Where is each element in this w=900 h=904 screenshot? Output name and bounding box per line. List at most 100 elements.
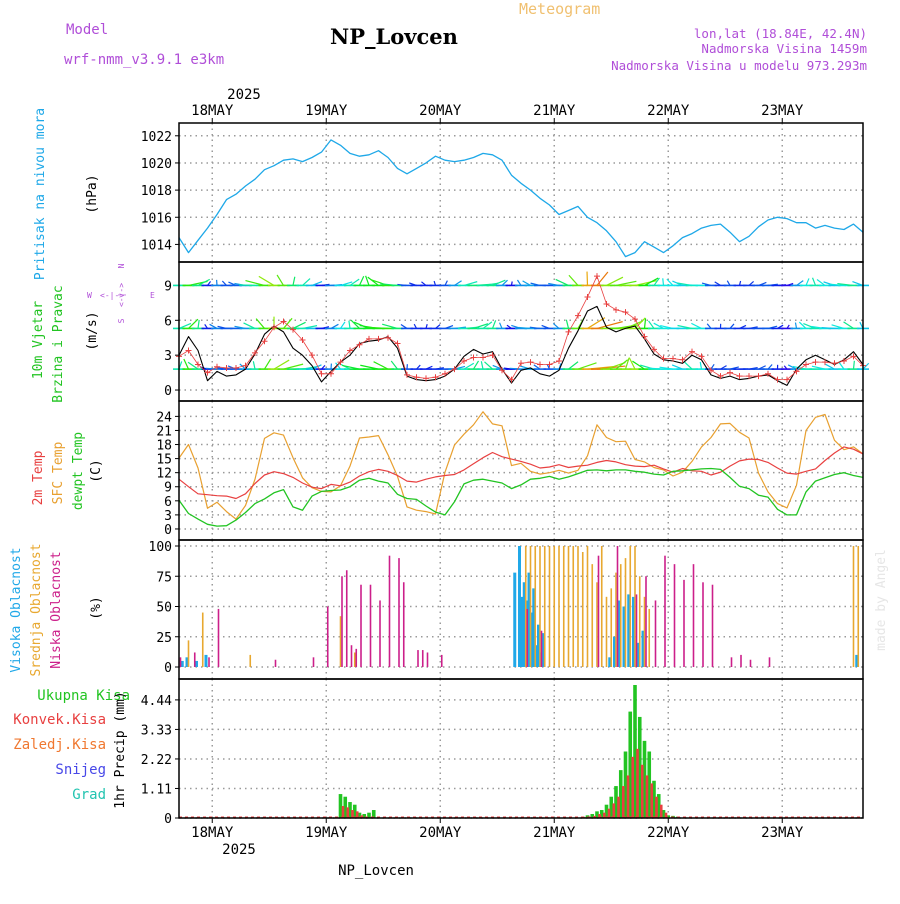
wind-barb — [806, 278, 809, 285]
sfc-temp-line — [179, 412, 863, 519]
wind-barb — [293, 322, 306, 328]
wind-unit: (m/s) — [85, 311, 100, 350]
ytick-label-2: 50 — [156, 601, 172, 616]
wind-barb — [481, 361, 483, 369]
date-label-bottom: 21MAY — [533, 825, 576, 841]
ytick-label-0: 0 — [164, 523, 172, 538]
ytick-label-1: 25 — [156, 631, 172, 646]
wind-barb — [244, 323, 255, 329]
date-label-bottom: 23MAY — [761, 825, 804, 841]
wind-barb — [663, 278, 664, 285]
temperature-frame — [179, 401, 863, 540]
wind-barb — [566, 320, 568, 329]
panels: 1014101610181020102203690369121518212402… — [141, 123, 869, 827]
wind-barb — [293, 277, 295, 286]
lonlat-label: lon,lat (18.84E, 42.4N) — [694, 26, 867, 41]
ytick-label-3: 3.33 — [141, 723, 172, 738]
wind-barb — [597, 272, 608, 285]
date-label-top: 20MAY — [419, 103, 462, 119]
compass-arrow-ns: <-|-> — [117, 283, 126, 307]
wind-barb — [795, 323, 796, 329]
ytick-label-2: 2.22 — [141, 753, 172, 768]
temp-unit: (C) — [89, 459, 104, 482]
product-label: Meteogram — [519, 0, 600, 18]
wind-barb — [500, 323, 502, 329]
high-cloud-title: Visoka Oblacnost — [9, 547, 24, 672]
wind-subtitle: Brzina i Pravac — [51, 285, 66, 402]
ytick-label-2: 6 — [164, 495, 172, 510]
wind-barb — [484, 362, 492, 369]
date-label-bottom: 22MAY — [647, 825, 690, 841]
elevation-label: Nadmorska Visina 1459m — [701, 41, 867, 56]
wind-barb — [474, 361, 479, 369]
date-label-top: 23MAY — [761, 103, 804, 119]
compass-e: E — [150, 291, 155, 300]
mid-cloud-title: Srednja Oblacnost — [29, 543, 44, 676]
date-label-top: 19MAY — [305, 103, 348, 119]
wind-barb — [645, 318, 646, 328]
wind-barb — [184, 359, 189, 369]
precip-conv-bar — [655, 797, 658, 818]
date-labels-top: 18MAY 19MAY 20MAY 21MAY 22MAY 23MAY — [191, 103, 804, 123]
wind-barb — [569, 275, 578, 285]
date-label-top: 22MAY — [647, 103, 690, 119]
wind-barb — [844, 322, 854, 329]
pressure-unit: (hPa) — [85, 174, 100, 213]
pressure-frame — [179, 123, 863, 262]
precip-conv-bar — [608, 809, 611, 818]
precip-conv-bar — [636, 749, 639, 818]
year-bottom: 2025 — [222, 842, 256, 858]
ytick-label-4: 100 — [149, 540, 172, 555]
wind-barb — [277, 275, 283, 286]
ytick-label-4: 1022 — [141, 130, 172, 145]
footer-station: NP_Lovcen — [338, 863, 414, 879]
precip-conv-bar — [627, 775, 630, 818]
compass-s: S — [117, 318, 126, 323]
ytick-label-0: 0 — [164, 384, 172, 399]
wind-barb — [349, 321, 350, 329]
precip-conv-bar — [650, 783, 653, 818]
ytick-label-8: 24 — [156, 410, 172, 425]
legend-frozen-precip: Zaledj.Kisa — [13, 737, 106, 753]
wind-barb — [188, 362, 198, 369]
ytick-label-3: 9 — [164, 279, 172, 294]
ytick-label-1: 3 — [164, 509, 172, 524]
ytick-label-3: 75 — [156, 570, 172, 585]
wind-barb — [569, 362, 579, 369]
low-cloud-title: Niska Oblacnost — [49, 551, 64, 668]
wind-speed-line — [179, 306, 863, 385]
ytick-label-1: 1016 — [141, 211, 172, 226]
precip-conv-bar — [356, 811, 359, 818]
wind-barb — [253, 361, 255, 369]
date-label-top: 21MAY — [533, 103, 576, 119]
compass-w: W — [87, 291, 92, 300]
cloud-panel: 0 25 50 75 100 — [149, 540, 863, 679]
precip-conv-bar — [631, 757, 634, 818]
precip-conv-bar — [622, 786, 625, 818]
compass-n: N — [117, 263, 126, 268]
wind-barb — [799, 322, 806, 328]
wind-barb — [685, 362, 692, 369]
dew-title: dewpt Temp — [71, 432, 86, 510]
cloud-unit: (%) — [89, 596, 104, 619]
ytick-label-0: 0 — [164, 661, 172, 676]
precip-conv-bar — [641, 765, 644, 818]
wind-barb — [700, 362, 701, 369]
ytick-label-7: 21 — [156, 424, 172, 439]
precip-conv-bar — [617, 797, 620, 818]
wind-barb — [556, 279, 569, 285]
wind-barb — [493, 320, 496, 328]
sfc-title: SFC Temp — [51, 442, 66, 505]
precip-conv-bar — [660, 805, 663, 818]
ytick-label-2: 6 — [164, 314, 172, 329]
ytick-label-6: 18 — [156, 439, 172, 454]
wind-barb — [629, 358, 635, 369]
date-label-top: 18MAY — [191, 103, 234, 119]
model-label: Model — [66, 22, 108, 38]
wind-barb — [360, 276, 364, 285]
precip-panel: 01.112.223.334.44 — [141, 679, 863, 827]
